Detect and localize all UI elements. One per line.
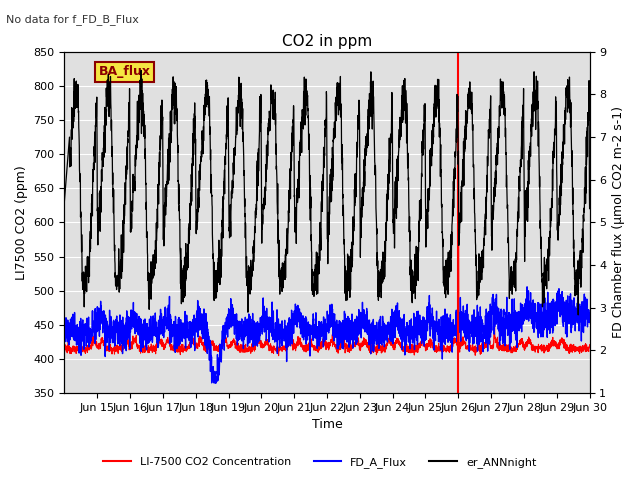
Y-axis label: LI7500 CO2 (ppm): LI7500 CO2 (ppm) [15, 165, 28, 280]
Y-axis label: FD Chamber flux (μmol CO2 m-2 s-1): FD Chamber flux (μmol CO2 m-2 s-1) [612, 107, 625, 338]
Title: CO2 in ppm: CO2 in ppm [282, 34, 372, 49]
Text: BA_flux: BA_flux [99, 65, 150, 78]
Text: No data for f_FD_B_Flux: No data for f_FD_B_Flux [6, 14, 140, 25]
Legend: LI-7500 CO2 Concentration, FD_A_Flux, er_ANNnight: LI-7500 CO2 Concentration, FD_A_Flux, er… [99, 452, 541, 472]
X-axis label: Time: Time [312, 419, 342, 432]
